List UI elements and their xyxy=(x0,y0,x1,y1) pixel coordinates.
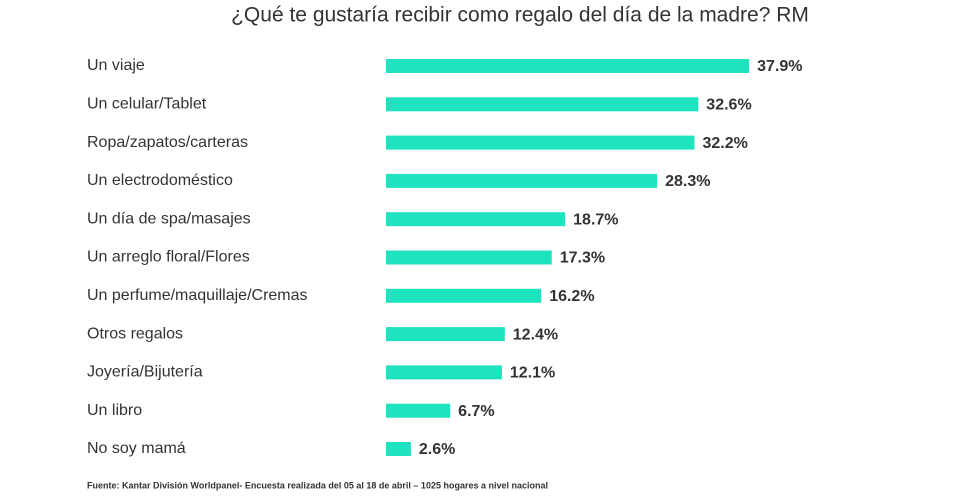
category-label: No soy mamá xyxy=(87,440,186,457)
bar xyxy=(386,97,699,112)
value-label: 2.6% xyxy=(419,441,455,458)
value-label: 32.2% xyxy=(702,135,747,152)
value-label: 17.3% xyxy=(560,250,605,267)
bar xyxy=(386,288,542,303)
bar xyxy=(386,403,451,418)
value-label: 16.2% xyxy=(549,288,594,305)
value-label: 37.9% xyxy=(757,58,802,75)
bar xyxy=(386,212,566,227)
category-label: Otros regalos xyxy=(87,325,183,342)
bar xyxy=(386,135,695,150)
category-label: Un perfume/maquillaje/Cremas xyxy=(87,287,308,304)
bar xyxy=(386,442,411,456)
bar xyxy=(386,250,552,265)
value-label: 6.7% xyxy=(458,403,494,420)
chart-title: ¿Qué te gustaría recibir como regalo del… xyxy=(231,4,809,27)
bar xyxy=(386,173,658,188)
category-label: Un electrodoméstico xyxy=(87,172,233,189)
value-label: 28.3% xyxy=(665,173,710,190)
source-note: Fuente: Kantar División Worldpanel- Encu… xyxy=(87,480,548,490)
bar xyxy=(386,327,505,342)
bar xyxy=(386,59,750,73)
category-label: Joyería/Bijutería xyxy=(87,364,203,381)
bar xyxy=(386,365,502,380)
value-label: 12.1% xyxy=(510,365,555,382)
category-label: Ropa/zapatos/carteras xyxy=(87,134,248,151)
category-label: Un viaje xyxy=(87,57,145,74)
value-label: 32.6% xyxy=(706,97,751,114)
value-label: 12.4% xyxy=(513,326,558,343)
category-label: Un día de spa/masajes xyxy=(87,210,251,227)
category-label: Un libro xyxy=(87,402,142,419)
category-label: Un arreglo floral/Flores xyxy=(87,249,250,266)
category-label: Un celular/Tablet xyxy=(87,96,207,113)
value-label: 18.7% xyxy=(573,211,618,228)
